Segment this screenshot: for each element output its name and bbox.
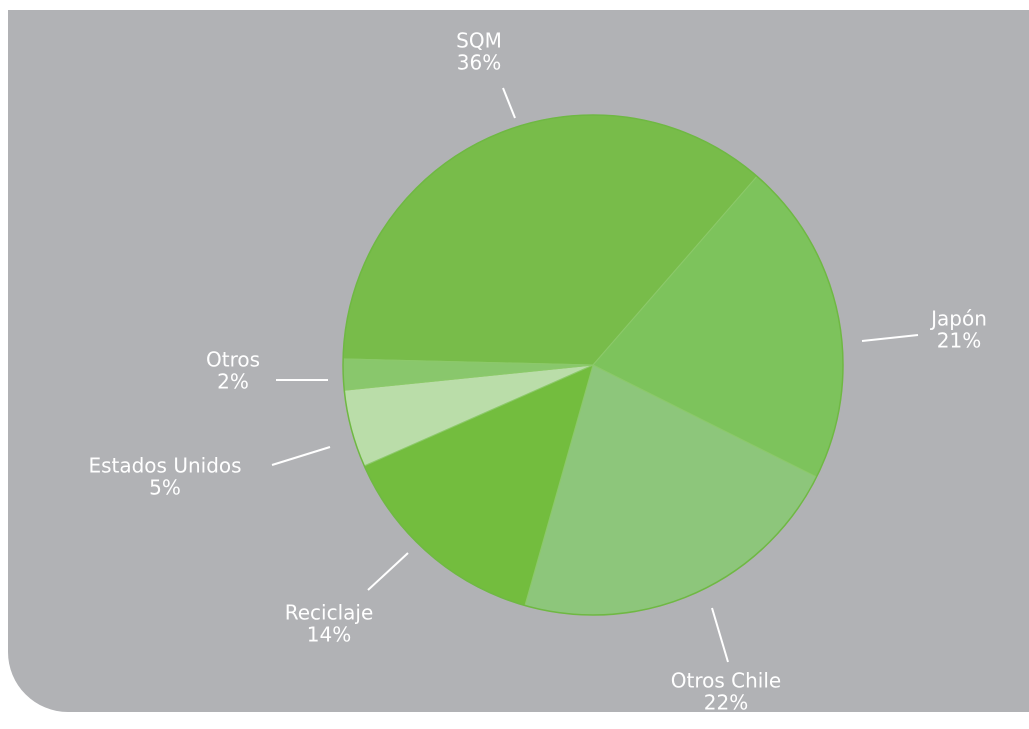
leader-line [502, 87, 516, 119]
slice-value-label: 14% [307, 623, 351, 647]
slice-value-label: 21% [937, 329, 981, 353]
slice-value-label: 22% [704, 691, 748, 715]
slice-label: Estados Unidos [88, 454, 241, 478]
pie-rim [342, 114, 844, 616]
leader-line [271, 446, 331, 466]
slice-label: Otros [206, 348, 260, 372]
slice-value-label: 36% [457, 51, 501, 75]
slice-label: Otros Chile [671, 669, 781, 693]
slice-value-label: 5% [149, 476, 181, 500]
leader-line [861, 334, 919, 342]
slice-label: SQM [456, 29, 502, 53]
slice-label: Japón [929, 307, 987, 331]
slice-label: Reciclaje [285, 601, 374, 625]
slice-value-label: 2% [217, 370, 249, 394]
leader-line [711, 607, 729, 663]
leader-line [367, 552, 409, 591]
